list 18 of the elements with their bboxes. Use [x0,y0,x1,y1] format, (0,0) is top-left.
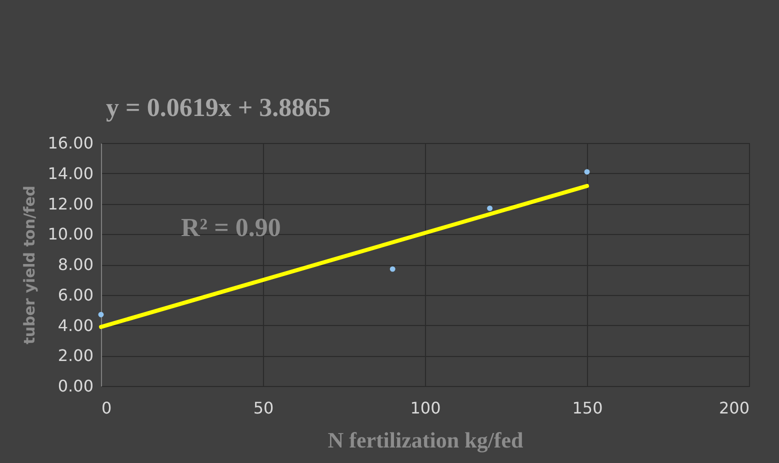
y-tick-label: 2.00 [58,346,94,366]
x-tick-label: 100 [410,398,441,418]
y-tick-label: 6.00 [58,285,94,304]
y-tick-label: 0.00 [58,376,94,396]
y-tick-label: 4.00 [58,316,94,335]
x-tick-label: 50 [253,398,274,418]
x-tick-label: 0 [102,398,112,418]
x-tick-label: 200 [718,398,750,418]
annotation: R² = 0.90 [181,213,281,242]
x-axis-title: N fertilization kg/fed [328,428,524,452]
text: y = 0.0619x + 3.8865 [106,93,331,122]
y-tick-label: 10.00 [48,224,94,244]
y-tick-label: 16.00 [48,134,94,152]
x-tick-label: 150 [572,398,603,418]
y-axis-title: tuber yield ton/fed [20,186,39,344]
y-tick-label: 12.00 [48,194,94,214]
y-tick-label: 14.00 [48,164,94,183]
y-tick-label: 8.00 [58,255,94,274]
